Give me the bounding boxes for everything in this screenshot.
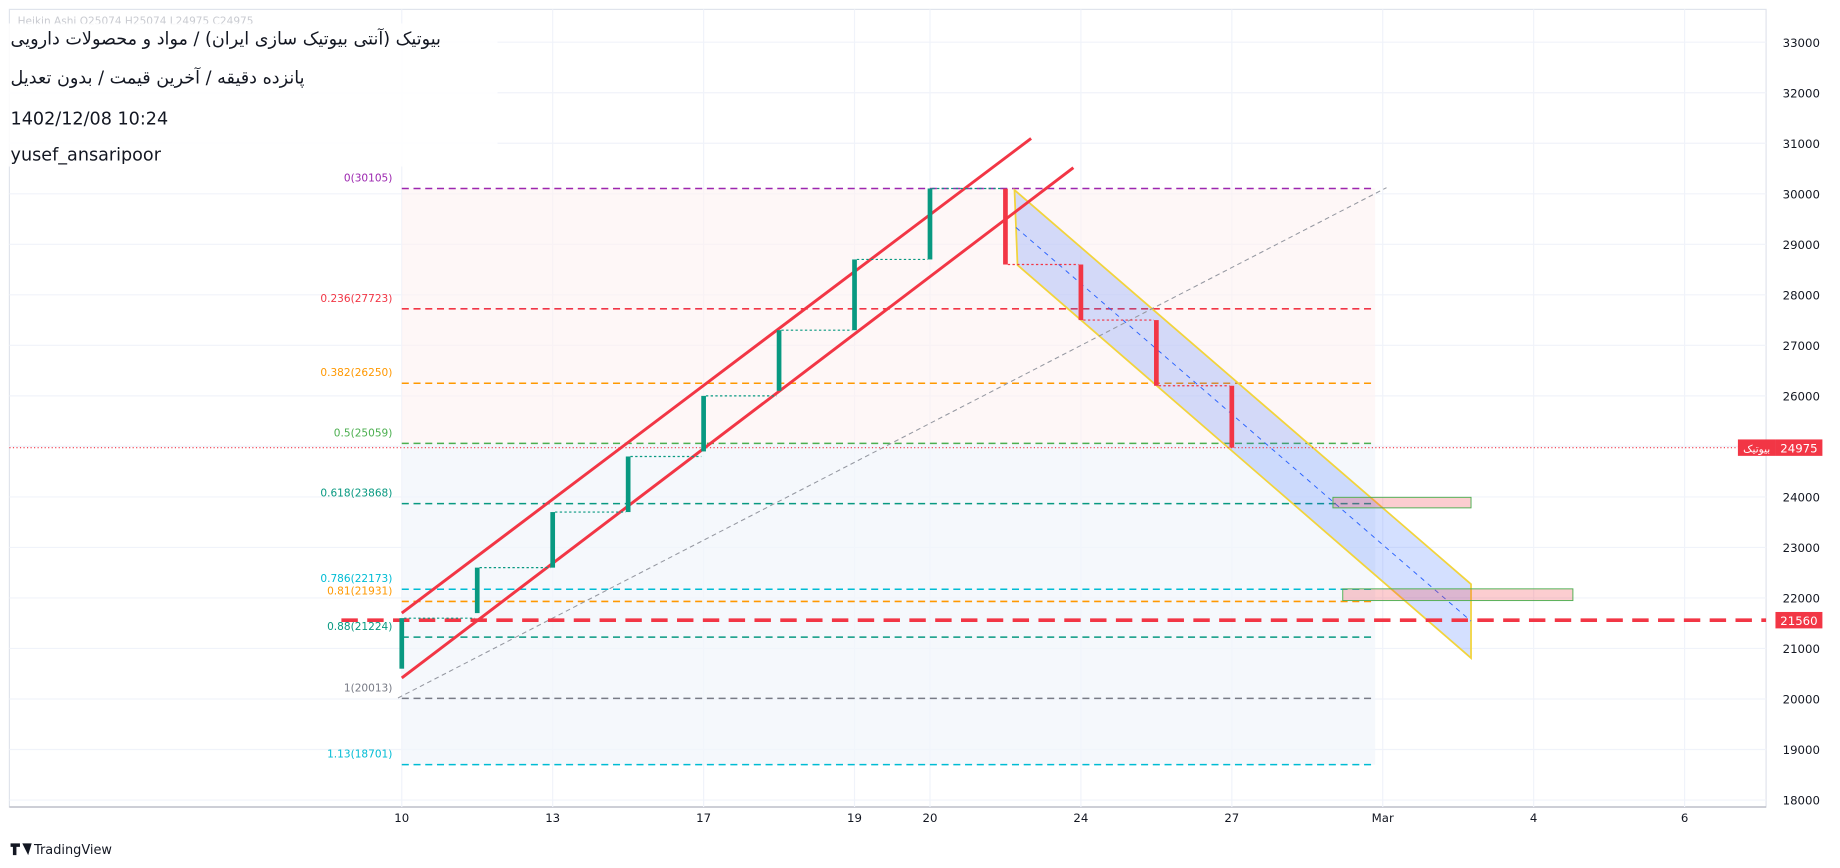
x-tick-label: 13	[545, 811, 560, 825]
y-tick-label: 22000	[1783, 592, 1820, 606]
y-tick-label: 29000	[1783, 238, 1820, 252]
x-tick-label: 20	[923, 811, 938, 825]
zone	[1342, 588, 1574, 602]
fib-label: 0.382(26250)	[320, 367, 392, 379]
timestamp: 1402/12/08 10:24	[11, 109, 169, 129]
fib-label: 0.786(22173)	[320, 573, 392, 585]
fib-zone-upper	[401, 188, 1376, 444]
fib-label: 0.618(23868)	[320, 488, 392, 500]
support-price-bg	[1775, 611, 1823, 629]
candle	[550, 512, 556, 568]
y-tick-label: 31000	[1783, 137, 1820, 151]
candle	[852, 259, 857, 331]
candle	[1003, 188, 1008, 265]
candle	[625, 456, 631, 513]
y-tick-label: 20000	[1783, 693, 1820, 707]
y-tick-label: 26000	[1783, 390, 1820, 404]
candle	[399, 618, 405, 669]
last-price-bg	[1775, 439, 1823, 456]
fib-label: 0.236(27723)	[320, 293, 392, 305]
y-tick-label: 28000	[1783, 289, 1820, 303]
fib-label: 0.88(21224)	[327, 621, 392, 633]
x-tick-label: 24	[1073, 811, 1088, 825]
y-tick-label: 19000	[1783, 743, 1820, 757]
fib-label: 1(20013)	[344, 682, 393, 694]
author: yusef_ansaripoor	[11, 146, 162, 166]
y-tick-label: 21000	[1783, 642, 1820, 656]
last-price-name: بیوتیک	[1743, 443, 1770, 455]
support-price: 21560	[1780, 614, 1817, 628]
candle	[1229, 385, 1235, 448]
x-tick-label: Mar	[1372, 811, 1394, 825]
title: بیوتیک (آنتی بیوتیک سازی ایران) / مواد و…	[11, 28, 441, 50]
x-tick-label: 10	[394, 811, 409, 825]
down-channel	[1013, 188, 1472, 660]
fib-label: 0(30105)	[344, 172, 393, 184]
last-price: 24975	[1780, 441, 1817, 455]
x-tick-label: 6	[1681, 811, 1688, 825]
brand: TradingView	[33, 843, 112, 858]
y-tick-label: 32000	[1783, 86, 1820, 100]
candle	[1154, 320, 1159, 386]
y-tick-label: 27000	[1783, 339, 1820, 353]
down-channel-mid	[1015, 227, 1472, 622]
candle	[1078, 264, 1084, 321]
candle	[776, 330, 782, 391]
info-line: Heikin Ashi O25074 H25074 L24975 C24975	[18, 16, 254, 28]
candle	[927, 188, 933, 260]
trend-line	[400, 137, 1032, 615]
logo-icon	[10, 843, 32, 856]
header-bg	[4, 23, 498, 167]
fib-label: 0.5(25059)	[334, 427, 393, 439]
x-tick-label: 4	[1530, 811, 1537, 825]
x-tick-label: 17	[696, 811, 711, 825]
x-tick-label: 19	[847, 811, 862, 825]
zone	[1332, 496, 1472, 509]
y-tick-label: 23000	[1783, 541, 1820, 555]
fib-label: 1.13(18701)	[327, 749, 392, 761]
candle	[701, 395, 706, 452]
trend-line	[400, 166, 1075, 680]
y-tick-label: 24000	[1783, 491, 1820, 505]
candle	[474, 567, 480, 614]
x-tick-label: 27	[1224, 811, 1239, 825]
fib-zone-lower	[401, 443, 1376, 765]
subtitle: پانزده دقیقه / آخرین قیمت / بدون تعدیل	[11, 66, 305, 88]
y-tick-label: 33000	[1783, 36, 1820, 50]
y-tick-label: 30000	[1783, 187, 1820, 201]
fib-label: 0.81(21931)	[327, 585, 392, 597]
y-tick-label: 18000	[1783, 794, 1820, 808]
last-price-name-bg	[1737, 439, 1776, 456]
